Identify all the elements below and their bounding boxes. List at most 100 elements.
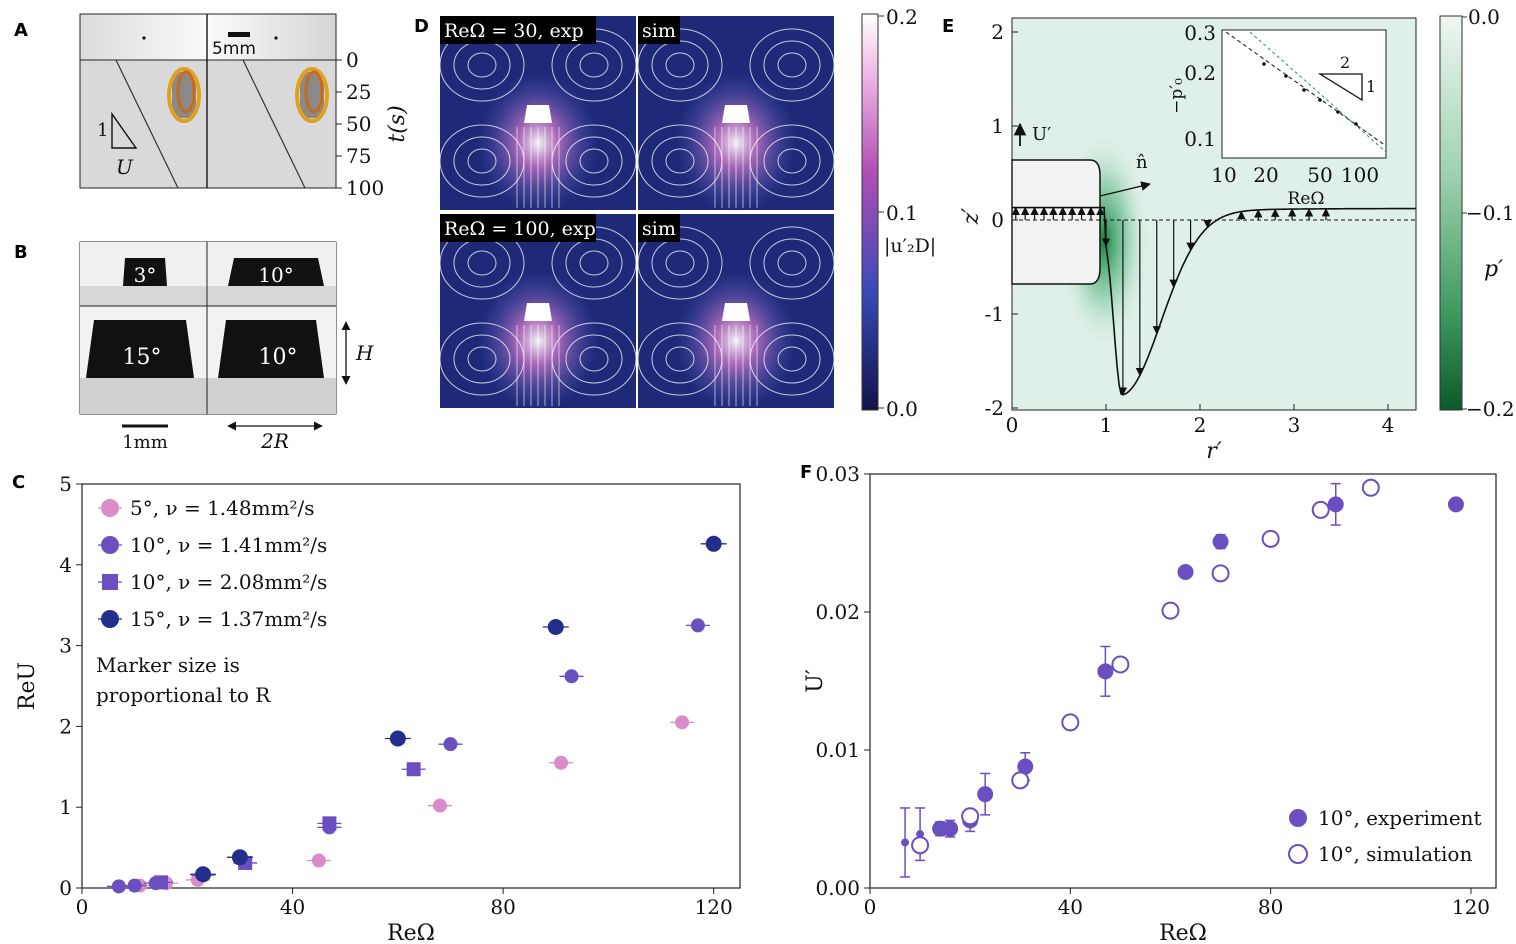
trajectory-line: [115, 59, 179, 189]
y-tick-label: 1: [991, 114, 1004, 138]
streamline: [467, 346, 497, 372]
panel-b: B 3° 10° 15° 10° 1mm 2R H: [14, 241, 374, 453]
colorbar-tick-label: 0.0: [886, 397, 918, 421]
legend-entry: 10°, ν = 1.41mm²/s: [130, 533, 327, 557]
y-tick-label: 1: [59, 795, 72, 819]
object-render-1: [167, 67, 201, 123]
x-tick-label: 0: [1006, 413, 1019, 437]
colorbar-e: [1439, 15, 1463, 411]
inset-point: [1262, 62, 1266, 66]
colorbar-label: p′: [1484, 257, 1503, 282]
u-label: U′: [1032, 124, 1051, 145]
y-axis-label: U′: [803, 669, 828, 693]
legend: 10°, experiment 10°, simulation: [1288, 806, 1482, 866]
series: [190, 535, 727, 883]
flow-field: sim: [637, 16, 835, 213]
data-point: [1177, 563, 1194, 580]
data-point: [311, 853, 326, 868]
colorbar-tick-label: 0.0: [1468, 5, 1500, 29]
panel-label: F: [800, 462, 812, 483]
y-tick-label: -1: [985, 302, 1004, 326]
tag-label: ReΩ = 100, exp: [444, 218, 596, 240]
legend-marker: [101, 536, 119, 554]
legend-marker: [101, 499, 119, 517]
plot-frame: [1011, 17, 1417, 411]
inset-point: [1318, 98, 1322, 102]
y-tick-label: 0: [991, 208, 1004, 232]
colorbar-tick-label: 0.2: [886, 5, 918, 29]
inset-point: [1354, 122, 1358, 126]
panel-a: A 5mm 1 U 0 25 50 75 100 t(s): [14, 13, 410, 200]
x-tick-label: 1: [1100, 413, 1113, 437]
colorbar-tick-label: −0.1: [1466, 201, 1515, 225]
tag-label: ReΩ = 30, exp: [444, 20, 584, 42]
tag-background: [638, 214, 680, 242]
data-point: [127, 878, 142, 893]
inset-xtick: 10: [1211, 163, 1236, 187]
data-point: [705, 535, 722, 552]
y-tick-label: 5: [59, 472, 72, 496]
inset-point: [1336, 110, 1340, 114]
velocity-arrows: [1011, 206, 1331, 396]
legend-marker: [101, 610, 119, 628]
data-point: [901, 838, 910, 847]
x-tick-label: 0: [76, 895, 89, 919]
x-tick-label: 3: [1288, 413, 1301, 437]
data-point: [554, 755, 569, 770]
data-point: [1161, 601, 1180, 620]
x-tick-label: 80: [1258, 895, 1283, 919]
legend-marker: [102, 574, 118, 590]
data-point: [911, 836, 930, 855]
data-point: [675, 715, 690, 730]
legend: 5°, ν = 1.48mm²/s 10°, ν = 1.41mm²/s 10°, …: [96, 496, 327, 707]
slope-label: 1: [97, 120, 108, 141]
data-point: [389, 730, 406, 747]
data-point: [195, 866, 212, 883]
data-point: [1011, 771, 1030, 790]
object-3deg: [123, 258, 167, 286]
streamline: [579, 250, 609, 276]
data-point: [443, 737, 458, 752]
streamline: [777, 52, 807, 78]
y-axis-label: ReU: [15, 662, 40, 710]
object-10deg: [228, 258, 324, 286]
data-point: [690, 618, 705, 633]
data-point: [1261, 529, 1280, 548]
legend-note: proportional to R: [96, 683, 271, 707]
x-tick-label: 2: [1194, 413, 1207, 437]
normal-arrow: [1099, 181, 1151, 197]
y-tick-label: 0.02: [815, 600, 860, 624]
object-profile: [1011, 159, 1101, 285]
time-tick-label: 50: [346, 112, 371, 136]
x-axis-label: ReΩ: [387, 921, 435, 944]
x-tick-label: 0: [864, 895, 877, 919]
time-tick-label: 25: [346, 80, 371, 104]
streamline: [665, 346, 695, 372]
y-tick-label: -2: [985, 396, 1004, 420]
streamline: [763, 334, 821, 384]
angle-label: 10°: [258, 263, 293, 287]
colorbar-d: [861, 13, 879, 411]
legend-entry: 10°, experiment: [1318, 806, 1482, 830]
time-tick-label: 0: [346, 48, 359, 72]
data-point: [1097, 663, 1114, 680]
scalebar-5mm: [228, 32, 250, 37]
inset-xtick: 20: [1253, 163, 1278, 187]
series: [911, 478, 1380, 855]
top-strip: [79, 13, 337, 61]
streamline: [579, 148, 609, 174]
inset-ytick: 0.2: [1184, 61, 1216, 85]
streamline: [453, 136, 511, 186]
data-point: [153, 875, 168, 890]
x-axis-label: r′: [1206, 439, 1222, 464]
streamline: [777, 346, 807, 372]
y-tick-label: 4: [59, 553, 72, 577]
scalebar-label: 5mm: [212, 39, 256, 59]
streamline: [651, 334, 709, 384]
data-point: [1111, 655, 1130, 674]
angle-label: 3°: [134, 263, 157, 287]
streamline: [651, 136, 709, 186]
x-tick-label: 4: [1382, 413, 1395, 437]
scalebar-label: 1mm: [122, 432, 168, 453]
